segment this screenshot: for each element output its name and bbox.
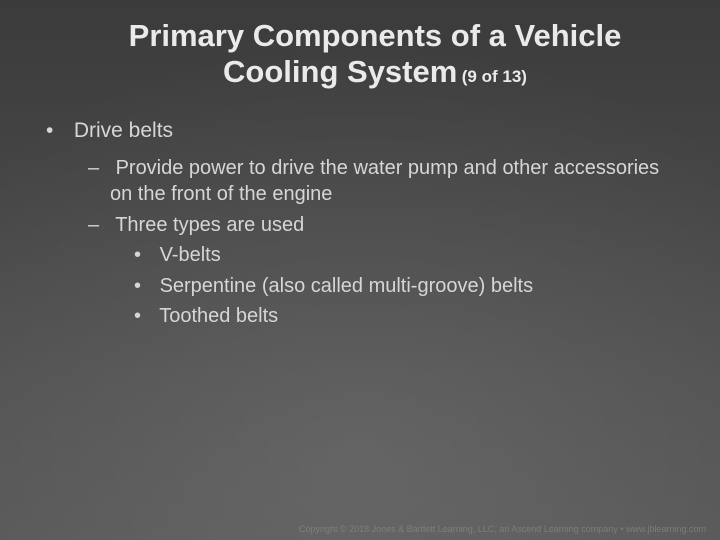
bullet-text: Three types are used — [115, 214, 304, 236]
bullet-list-level2: Provide power to drive the water pump an… — [68, 155, 676, 329]
list-item: Drive belts Provide power to drive the w… — [68, 117, 676, 329]
bullet-list-level1: Drive belts Provide power to drive the w… — [44, 117, 676, 329]
list-item: Three types are used V-belts Serpentine … — [110, 212, 676, 330]
bullet-text: Serpentine (also called multi-groove) be… — [160, 275, 534, 297]
slide-title: Primary Components of a Vehicle Cooling … — [0, 0, 720, 97]
copyright-footer: Copyright © 2018 Jones & Bartlett Learni… — [299, 524, 706, 534]
title-main: Primary Components of a Vehicle Cooling … — [129, 18, 622, 89]
list-item: Serpentine (also called multi-groove) be… — [154, 273, 676, 299]
list-item: V-belts — [154, 242, 676, 268]
slide: Primary Components of a Vehicle Cooling … — [0, 0, 720, 540]
bullet-text: Provide power to drive the water pump an… — [110, 157, 659, 205]
title-counter: (9 of 13) — [462, 67, 527, 86]
list-item: Provide power to drive the water pump an… — [110, 155, 676, 208]
bullet-list-level3: V-belts Serpentine (also called multi-gr… — [110, 242, 676, 329]
list-item: Toothed belts — [154, 303, 676, 329]
bullet-text: V-belts — [160, 244, 221, 266]
bullet-text: Toothed belts — [159, 305, 278, 327]
bullet-text: Drive belts — [74, 119, 173, 142]
slide-body: Drive belts Provide power to drive the w… — [0, 97, 720, 329]
